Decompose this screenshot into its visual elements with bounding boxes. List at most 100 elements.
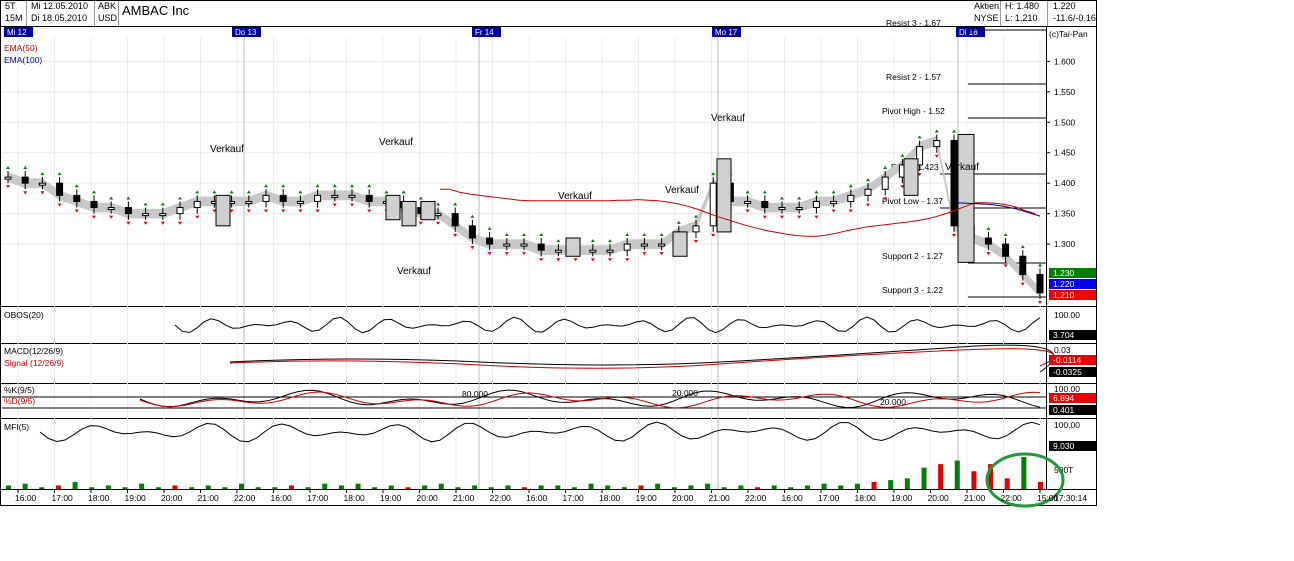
marker-up <box>453 202 458 206</box>
marker-down <box>332 203 337 207</box>
marker-up <box>6 166 10 169</box>
x-tick-label: 18:00 <box>855 493 877 503</box>
marker-down <box>539 258 544 262</box>
marker-down <box>143 221 148 225</box>
pivot-label: Support 2 - 1.27 <box>882 251 943 261</box>
volume-bar <box>39 487 45 489</box>
pivot-label: Support 3 - 1.22 <box>882 285 943 295</box>
x-tick-label: 17:00 <box>563 493 585 503</box>
candle-body <box>933 140 941 148</box>
marker-down <box>178 221 182 225</box>
signal-box <box>420 200 436 221</box>
candle-body <box>365 194 373 202</box>
candle-body <box>193 200 201 209</box>
outer-frame <box>0 0 1097 506</box>
marker-up <box>367 184 372 188</box>
stoch-k-label: %K(9/5) <box>4 385 35 395</box>
marker-up <box>57 172 62 176</box>
candle-body <box>142 213 150 217</box>
candle-body <box>1019 255 1027 276</box>
volume-bar <box>139 483 145 489</box>
candle-body <box>331 194 339 198</box>
candle-body <box>107 207 115 211</box>
y-tick-label: 1.450 <box>1054 148 1076 158</box>
interval-box[interactable]: 5T 15M <box>2 0 27 26</box>
marker-up <box>332 184 337 188</box>
volume-bar <box>472 485 478 489</box>
marker-up <box>883 166 888 169</box>
volume-bar <box>921 467 927 489</box>
marker-up <box>418 196 423 200</box>
marker-up <box>298 190 303 194</box>
volume-bar <box>438 483 444 489</box>
marker-down <box>246 209 251 213</box>
marker-down <box>453 233 458 237</box>
obos-value: 3.704 <box>1053 330 1075 340</box>
highlight-circle <box>985 452 1065 508</box>
interval-top: 5T <box>5 1 16 11</box>
macd-signal-label: Signal (12/26/9) <box>4 358 64 368</box>
marker-down <box>625 258 630 262</box>
candle-body <box>176 207 184 215</box>
volume-bar <box>954 460 960 489</box>
candle-body <box>56 182 64 196</box>
last-price-tag-label: 1.230 <box>1053 268 1075 278</box>
x-tick-label: 22:00 <box>745 493 767 503</box>
volume-bar <box>1004 478 1010 489</box>
day-tab-bg <box>232 27 261 37</box>
volume-bar <box>288 485 294 489</box>
verkauf-annotation: Verkauf <box>397 266 431 277</box>
candle-body <box>520 243 528 247</box>
volume-bar <box>272 487 278 489</box>
obos-value-bg <box>1049 330 1096 340</box>
macd-top: 0.03 <box>1054 345 1071 355</box>
last-value: 1.220 <box>1053 1 1076 11</box>
volume-bar <box>588 483 594 489</box>
signal-box <box>401 200 417 227</box>
signal-box <box>215 194 231 227</box>
x-end-label: 17:30:14 <box>1054 493 1087 503</box>
x-tick-label: 20:00 <box>928 493 950 503</box>
marker-down <box>92 215 96 219</box>
marker-down <box>126 221 131 225</box>
verkauf-annotation: Verkauf <box>711 113 745 124</box>
macd-label: MACD(12/26/9) <box>4 346 63 356</box>
marker-down <box>848 209 853 213</box>
marker-down <box>57 203 62 207</box>
volume-panel: 500T <box>6 452 1073 508</box>
volume-bar <box>172 485 178 489</box>
x-tick-label: 19:00 <box>636 493 658 503</box>
marker-down <box>315 209 320 213</box>
marker-up <box>711 172 716 176</box>
volume-bar <box>621 487 627 489</box>
signal-box <box>903 158 919 196</box>
candle-body <box>279 194 287 202</box>
candle-body <box>606 249 614 253</box>
obos-label: OBOS(20) <box>4 310 44 320</box>
last-box: 1.220 -11.6/-0.16 <box>1050 0 1096 26</box>
stoch-level-label: 80.000 <box>462 389 488 399</box>
volume-bar <box>505 485 511 489</box>
y-tick-label: 1.600 <box>1054 56 1076 66</box>
marker-down <box>934 154 939 158</box>
marker-up <box>745 190 750 194</box>
marker-down <box>487 252 492 256</box>
marker-up <box>814 190 819 194</box>
candle-body <box>468 225 476 239</box>
macd-value2-bg <box>1049 367 1096 377</box>
marker-up <box>831 190 836 194</box>
marker-up <box>487 226 492 230</box>
x-tick-label: 17:00 <box>52 493 74 503</box>
high-low-box: H: 1.480 L: 1.210 <box>1003 0 1048 26</box>
volume-bar <box>89 487 95 489</box>
pivot-label: Resist 2 - 1.57 <box>886 72 941 82</box>
candle-body <box>245 200 253 204</box>
candle-body <box>984 237 992 245</box>
marker-down <box>1038 300 1042 304</box>
x-tick-label: 16:00 <box>15 493 37 503</box>
obos-top: 100.00 <box>1054 310 1080 320</box>
verkauf-annotation: Verkauf <box>945 162 979 173</box>
macd-value1-bg <box>1049 355 1096 365</box>
volume-bar <box>205 485 211 489</box>
